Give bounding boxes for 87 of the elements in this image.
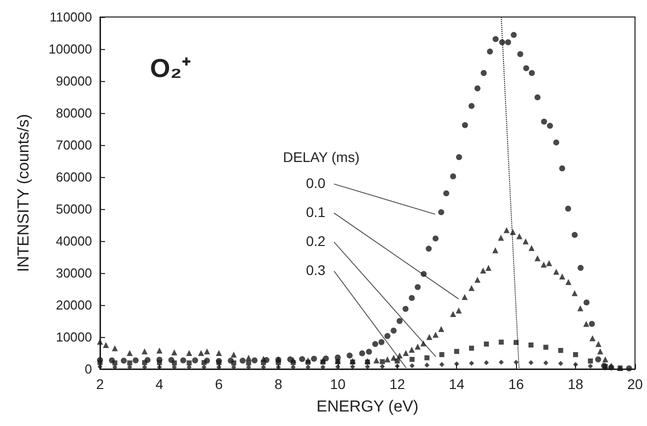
point [514, 360, 519, 365]
point [290, 360, 296, 366]
point [543, 360, 548, 366]
point [498, 340, 504, 345]
point [127, 360, 132, 366]
point [350, 364, 356, 370]
point [142, 360, 148, 366]
point [410, 363, 415, 368]
y-tick-label: 0 [84, 362, 92, 376]
point [98, 360, 102, 366]
point [127, 364, 132, 370]
point [290, 364, 296, 370]
x-tick-label: 18 [568, 376, 584, 392]
y-tick-label: 100000 [48, 42, 92, 56]
point [588, 364, 593, 369]
point [528, 342, 534, 348]
y-tick-label: 50000 [56, 202, 92, 216]
point [306, 360, 311, 365]
point [558, 361, 564, 366]
point [439, 362, 444, 368]
y-tick-label: 40000 [56, 234, 92, 248]
x-tick-label: 16 [508, 376, 524, 392]
x-tick-label: 12 [389, 376, 406, 392]
point [172, 364, 177, 370]
point [246, 364, 252, 370]
text: 0.2 [306, 233, 326, 249]
x-tick-label: 6 [214, 376, 223, 392]
text: 0.3 [306, 262, 326, 278]
point [186, 360, 192, 366]
y-tick-label: 80000 [56, 106, 92, 120]
point [469, 360, 474, 366]
point [484, 360, 489, 366]
point [231, 360, 236, 366]
point [498, 360, 504, 365]
point [202, 360, 207, 366]
point [276, 360, 281, 366]
point [380, 364, 385, 369]
point [380, 359, 385, 364]
legend-title: DELAY (ms) [283, 149, 360, 165]
point [276, 364, 281, 370]
y-tick-label: 60000 [56, 170, 92, 184]
annotation: O₂⁺ [150, 53, 191, 83]
point [543, 344, 548, 350]
point [365, 364, 370, 370]
point [588, 358, 593, 364]
y-tick-label: 70000 [56, 138, 92, 152]
point [320, 364, 326, 370]
point [172, 360, 177, 366]
point [335, 364, 340, 370]
point [528, 360, 534, 366]
point [112, 360, 118, 366]
point [231, 364, 236, 370]
point [394, 364, 400, 369]
x-tick-label: 10 [330, 376, 346, 392]
point [484, 342, 489, 347]
point [98, 364, 102, 370]
point [112, 364, 118, 370]
point [186, 364, 192, 370]
y-tick-label: 20000 [56, 298, 92, 312]
point [246, 360, 252, 366]
point [260, 360, 266, 366]
point [469, 346, 474, 351]
x-tick-label: 14 [448, 376, 465, 392]
point [439, 352, 444, 358]
point [156, 360, 162, 366]
x-tick-label: 8 [274, 376, 282, 392]
point [558, 348, 564, 353]
y-tick-label: 30000 [56, 266, 92, 280]
point [142, 364, 148, 370]
point [454, 361, 460, 366]
y-tick-label: 10000 [56, 330, 92, 344]
text: 0.0 [306, 175, 326, 191]
point [573, 352, 578, 358]
point [454, 348, 460, 354]
x-tick-label: 2 [96, 376, 104, 392]
point [424, 362, 430, 368]
x-tick-label: 4 [156, 376, 164, 392]
x-axis-title: ENERGY (eV) [316, 398, 418, 416]
y-tick-label: 90000 [56, 74, 92, 88]
point [424, 355, 430, 360]
y-tick-label: 110000 [50, 10, 92, 24]
point [216, 364, 222, 370]
point [410, 356, 415, 362]
x-tick-label: 20 [627, 376, 643, 392]
text: 0.1 [306, 204, 326, 220]
y-axis-title: INTENSITY (counts/s) [16, 114, 32, 272]
point [394, 358, 400, 364]
